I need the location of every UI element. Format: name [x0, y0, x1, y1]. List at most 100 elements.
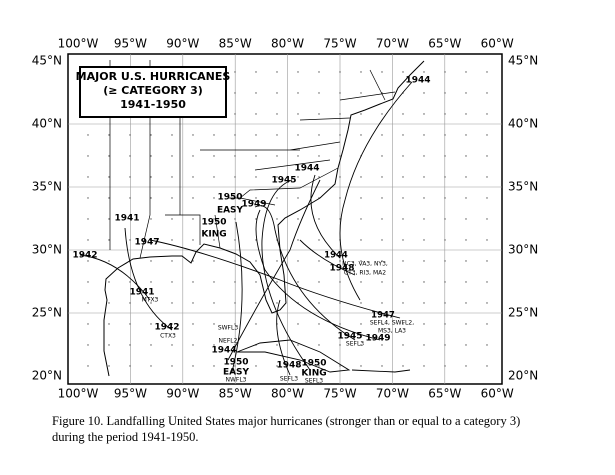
- grid-dot: [486, 71, 488, 73]
- track-label: SEFL4, SWFL2,: [370, 320, 414, 327]
- lon-label: 100°W: [58, 387, 99, 401]
- grid-dot: [255, 218, 257, 220]
- grid-dot: [297, 218, 299, 220]
- grid-dot: [297, 281, 299, 283]
- grid-dot: [402, 71, 404, 73]
- grid-dot: [423, 302, 425, 304]
- grid-dot: [318, 239, 320, 241]
- grid-dot: [402, 365, 404, 367]
- grid-dot: [318, 302, 320, 304]
- grid-dot: [87, 197, 89, 199]
- grid-dot: [108, 134, 110, 136]
- grid-dot: [381, 260, 383, 262]
- title-box: [79, 66, 227, 118]
- grid-dot: [297, 323, 299, 325]
- track-label: CTX3: [160, 333, 176, 340]
- lon-label: 60°W: [481, 37, 514, 51]
- grid-dot: [255, 155, 257, 157]
- grid-dot: [276, 302, 278, 304]
- grid-dot: [486, 113, 488, 115]
- grid-dot: [402, 176, 404, 178]
- grid-dot: [360, 260, 362, 262]
- grid-dot: [297, 134, 299, 136]
- grid-dot: [234, 113, 236, 115]
- grid-dot: [171, 155, 173, 157]
- lat-label: 30°N: [32, 243, 62, 257]
- grid-dot: [465, 302, 467, 304]
- track-label: 1944: [405, 76, 430, 86]
- grid-dot: [318, 113, 320, 115]
- lat-label: 40°N: [32, 117, 62, 131]
- track-label: MTX3: [142, 297, 159, 304]
- track-label: 1945: [337, 332, 362, 342]
- grid-dot: [171, 176, 173, 178]
- track-label: 1944: [294, 164, 319, 174]
- grid-dot: [87, 260, 89, 262]
- period: 1941-1950: [120, 98, 186, 111]
- grid-dot: [486, 323, 488, 325]
- grid-dot: [423, 92, 425, 94]
- grid-dot: [402, 197, 404, 199]
- grid-dot: [255, 113, 257, 115]
- grid-dot: [339, 113, 341, 115]
- lat-label: 40°N: [508, 117, 538, 131]
- grid-dot: [255, 92, 257, 94]
- grid-dot: [465, 365, 467, 367]
- grid-dot: [318, 155, 320, 157]
- grid-dot: [444, 302, 446, 304]
- grid-dot: [381, 281, 383, 283]
- lon-label: 65°W: [428, 387, 461, 401]
- grid-dot: [276, 218, 278, 220]
- grid-dot: [402, 302, 404, 304]
- grid-dot: [87, 302, 89, 304]
- grid-dot: [192, 239, 194, 241]
- grid-dot: [108, 155, 110, 157]
- grid-dot: [87, 365, 89, 367]
- grid-dot: [423, 323, 425, 325]
- track-label: 1941: [129, 288, 154, 298]
- grid-dot: [381, 134, 383, 136]
- grid-dot: [234, 344, 236, 346]
- grid-dot: [213, 323, 215, 325]
- grid-dot: [213, 260, 215, 262]
- grid-dot: [339, 134, 341, 136]
- grid-dot: [444, 134, 446, 136]
- grid-dot: [423, 365, 425, 367]
- grid-dot: [360, 344, 362, 346]
- grid-dot: [381, 239, 383, 241]
- grid-dot: [402, 239, 404, 241]
- caption: during the period 1941-1950.: [52, 430, 199, 444]
- grid-dot: [276, 281, 278, 283]
- grid-dot: [444, 71, 446, 73]
- grid-dot: [87, 344, 89, 346]
- grid-dot: [486, 344, 488, 346]
- grid-dot: [402, 344, 404, 346]
- grid-dot: [108, 176, 110, 178]
- grid-dot: [108, 239, 110, 241]
- track-label: 1947: [371, 311, 395, 321]
- grid-dot: [444, 197, 446, 199]
- grid-dot: [192, 176, 194, 178]
- grid-dot: [255, 323, 257, 325]
- grid-dot: [108, 323, 110, 325]
- grid-dot: [360, 197, 362, 199]
- grid-dot: [360, 218, 362, 220]
- lat-label: 45°N: [508, 54, 538, 68]
- track-label: EASY: [217, 206, 244, 216]
- grid-dot: [276, 113, 278, 115]
- grid-dot: [150, 302, 152, 304]
- grid-dot: [444, 113, 446, 115]
- track-label: MS3, LA3: [378, 328, 406, 335]
- grid-dot: [381, 197, 383, 199]
- grid-dot: [486, 176, 488, 178]
- grid-dot: [234, 218, 236, 220]
- grid-dot: [297, 113, 299, 115]
- grid-dot: [297, 92, 299, 94]
- grid-dot: [150, 365, 152, 367]
- grid-dot: [465, 134, 467, 136]
- grid-dot: [423, 260, 425, 262]
- grid-dot: [150, 155, 152, 157]
- track-label: 1950: [217, 193, 242, 203]
- grid-dot: [339, 260, 341, 262]
- grid-dot: [150, 323, 152, 325]
